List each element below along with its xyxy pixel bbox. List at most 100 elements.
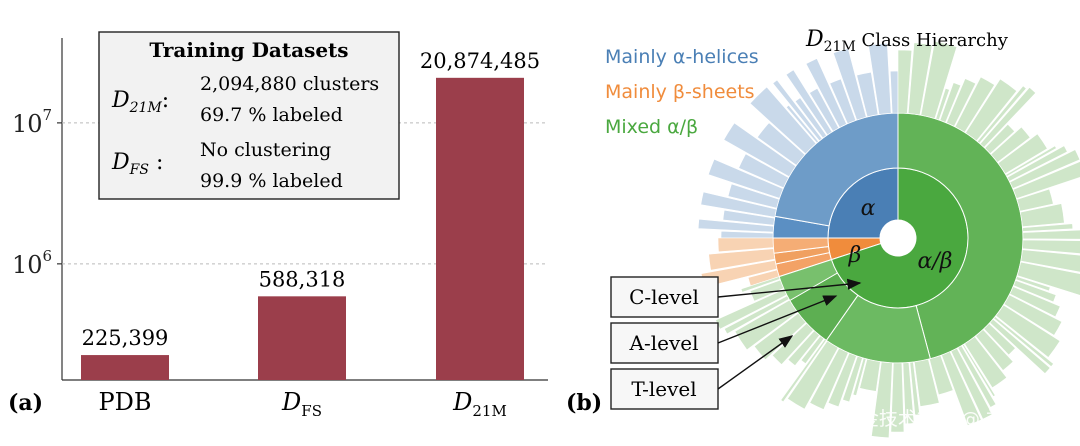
t-level-mixed-29	[993, 316, 1054, 367]
t-level-alpha-1	[697, 218, 774, 233]
t-level-mixed-36	[950, 347, 993, 420]
t-level-mixed-27	[1003, 294, 1063, 336]
svg-text:A-level: A-level	[629, 331, 699, 355]
t-level-mixed-7	[965, 78, 1018, 142]
t-level-mixed-42	[890, 362, 905, 433]
t-level-alpha-15	[805, 58, 847, 128]
x-tick-label-3: D21M	[452, 388, 507, 420]
t-level-mixed-5	[946, 78, 977, 127]
t-level-alpha-2	[722, 209, 775, 226]
t-level-mixed-28	[995, 304, 1061, 358]
t-level-alpha-14	[809, 87, 840, 132]
t-level-mixed-1	[907, 42, 933, 116]
y-ticks: 106 107	[12, 106, 62, 279]
t-level-mixed-17	[1016, 188, 1054, 212]
t-level-mixed-49	[787, 340, 839, 410]
class-mixed-label: α/β	[918, 249, 953, 274]
t-level-mixed-11	[990, 126, 1031, 163]
bar-2	[258, 296, 346, 380]
t-level-mixed-23	[1016, 261, 1080, 296]
value-label-2: 588,318	[259, 267, 346, 291]
t-level-mixed-12	[997, 133, 1048, 175]
t-level-alpha-8	[756, 122, 806, 166]
t-level-mixed-40	[909, 361, 921, 416]
t-level-mixed-52	[787, 330, 820, 367]
t-level-mixed-26	[1009, 286, 1061, 318]
t-level-mixed-18	[1019, 203, 1065, 227]
t-level-alpha-6	[738, 153, 789, 189]
t-level-alpha-18	[856, 71, 879, 118]
t-level-mixed-34	[961, 343, 996, 397]
x-tick-label-1: PDB	[98, 388, 151, 416]
t-level-mixed-56	[723, 295, 790, 335]
panel-a-label: (a)	[8, 390, 43, 416]
t-level-mixed-24	[1015, 276, 1051, 292]
t-level-mixed-6	[954, 76, 995, 133]
t-level-mixed-4	[939, 82, 962, 123]
sunburst-title: D21M Class Hierarchy	[805, 27, 1009, 55]
t-level-mixed-47	[827, 352, 857, 408]
sunburst	[697, 41, 1080, 439]
level-label-c: C-level	[610, 276, 719, 318]
t-level-mixed-14	[1006, 145, 1068, 182]
t-level-mixed-31	[983, 323, 1016, 356]
y-tick-label: 107	[12, 106, 52, 138]
watermark: 掘金技术社区 @ 神经星星	[841, 408, 1062, 430]
bars	[81, 77, 524, 380]
t-level-mixed-35	[957, 345, 997, 408]
t-level-mixed-39	[913, 358, 940, 407]
legend-mixed: Mixed α/β	[605, 116, 698, 138]
legend-beta: Mainly β-sheets	[605, 81, 755, 103]
class-alpha-label: α	[861, 196, 876, 221]
t-level-mixed-51	[800, 335, 825, 365]
arrow-c-level	[717, 278, 862, 298]
t-level-alpha-10	[785, 104, 819, 144]
dfs-labeled: 99.9 % labeled	[200, 170, 343, 192]
level-label-t: T-level	[610, 368, 719, 410]
bar-1	[81, 355, 169, 380]
t-level-alpha-17	[832, 48, 867, 121]
t-level-mixed-2	[920, 41, 958, 119]
t-level-alpha-20	[889, 70, 899, 114]
t-level-alpha-11	[772, 79, 823, 142]
t-level-mixed-48	[809, 347, 849, 410]
dfs-symbol: DFS :	[111, 150, 163, 178]
box-title: Training Datasets	[149, 38, 348, 62]
class-beta-label: β	[848, 243, 862, 268]
t-level-mixed-44	[859, 358, 881, 392]
t-level-mixed-25	[1013, 280, 1057, 303]
t-level-alpha-13	[785, 69, 833, 136]
x-tick-label-2: DFS	[281, 388, 322, 420]
t-level-alpha-4	[727, 183, 780, 209]
t-level-alpha-16	[829, 78, 857, 125]
t-level-mixed-8	[976, 85, 1027, 144]
panel-b: (b) D21M Class Hierarchy Mainly α-helice…	[566, 27, 1080, 439]
bar-3	[436, 77, 524, 380]
t-level-mixed-41	[902, 362, 915, 425]
arrow-t-level	[717, 335, 794, 390]
t-level-mixed-0	[897, 49, 913, 114]
t-level-mixed-43	[871, 361, 893, 439]
training-datasets-box: Training Datasets D21M: 2,094,880 cluste…	[98, 31, 400, 200]
d21m-labeled: 69.7 % labeled	[200, 104, 343, 126]
t-level-mixed-37	[941, 351, 982, 426]
t-level-alpha-5	[707, 158, 784, 199]
t-level-mixed-30	[989, 318, 1051, 375]
value-labels: 225,399 588,318 20,874,485	[82, 49, 541, 350]
t-level-mixed-50	[780, 338, 827, 403]
value-label-3: 20,874,485	[420, 49, 540, 73]
panel-b-label: (b)	[566, 390, 602, 416]
t-level-mixed-46	[842, 355, 863, 403]
t-level-mixed-19	[1022, 223, 1074, 232]
svg-text:C-level: C-level	[629, 285, 699, 309]
value-label-1: 225,399	[82, 326, 169, 350]
t-level-mixed-32	[975, 329, 1014, 371]
t-level-alpha-9	[749, 86, 817, 155]
panel-a: 106 107 225,399 588,318 20,874,485 PDB DFS D2…	[8, 31, 548, 420]
t-level-beta-3	[717, 237, 774, 253]
t-level-mixed-20	[1022, 229, 1080, 240]
t-level-alpha-7	[723, 122, 797, 178]
t-level-alpha-12	[794, 97, 827, 139]
t-level-mixed-3	[935, 87, 950, 121]
